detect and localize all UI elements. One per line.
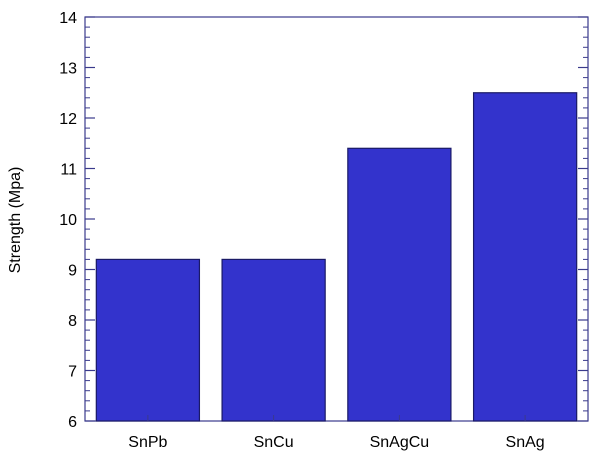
y-tick-label: 7 xyxy=(68,364,77,381)
bar-snagcu xyxy=(347,147,452,422)
bars xyxy=(95,92,578,422)
y-tick-label: 14 xyxy=(59,10,77,27)
y-tick-label: 11 xyxy=(60,162,77,179)
y-axis-label: Strength (Mpa) xyxy=(7,167,24,274)
y-axis-ticks: 6 7 8 9 10 11 12 13 14 xyxy=(59,10,588,431)
bar-sncu xyxy=(221,258,326,422)
minor-ticks xyxy=(85,26,588,412)
bar-snpb xyxy=(95,258,201,422)
y-tick-label: 10 xyxy=(59,212,77,229)
x-tick-label: SnCu xyxy=(254,434,294,451)
y-tick-label: 8 xyxy=(68,313,77,330)
y-tick-label: 12 xyxy=(59,111,77,128)
x-tick-label: SnAg xyxy=(506,434,545,451)
x-tick-label: SnAgCu xyxy=(370,434,430,451)
y-tick-label: 9 xyxy=(68,263,77,280)
x-tick-label: SnPb xyxy=(128,434,167,451)
y-tick-label: 6 xyxy=(68,414,77,431)
y-tick-label: 13 xyxy=(59,61,77,78)
x-axis-ticks: SnPb SnCu SnAgCu SnAg xyxy=(128,415,545,451)
bar-snag xyxy=(472,92,578,422)
